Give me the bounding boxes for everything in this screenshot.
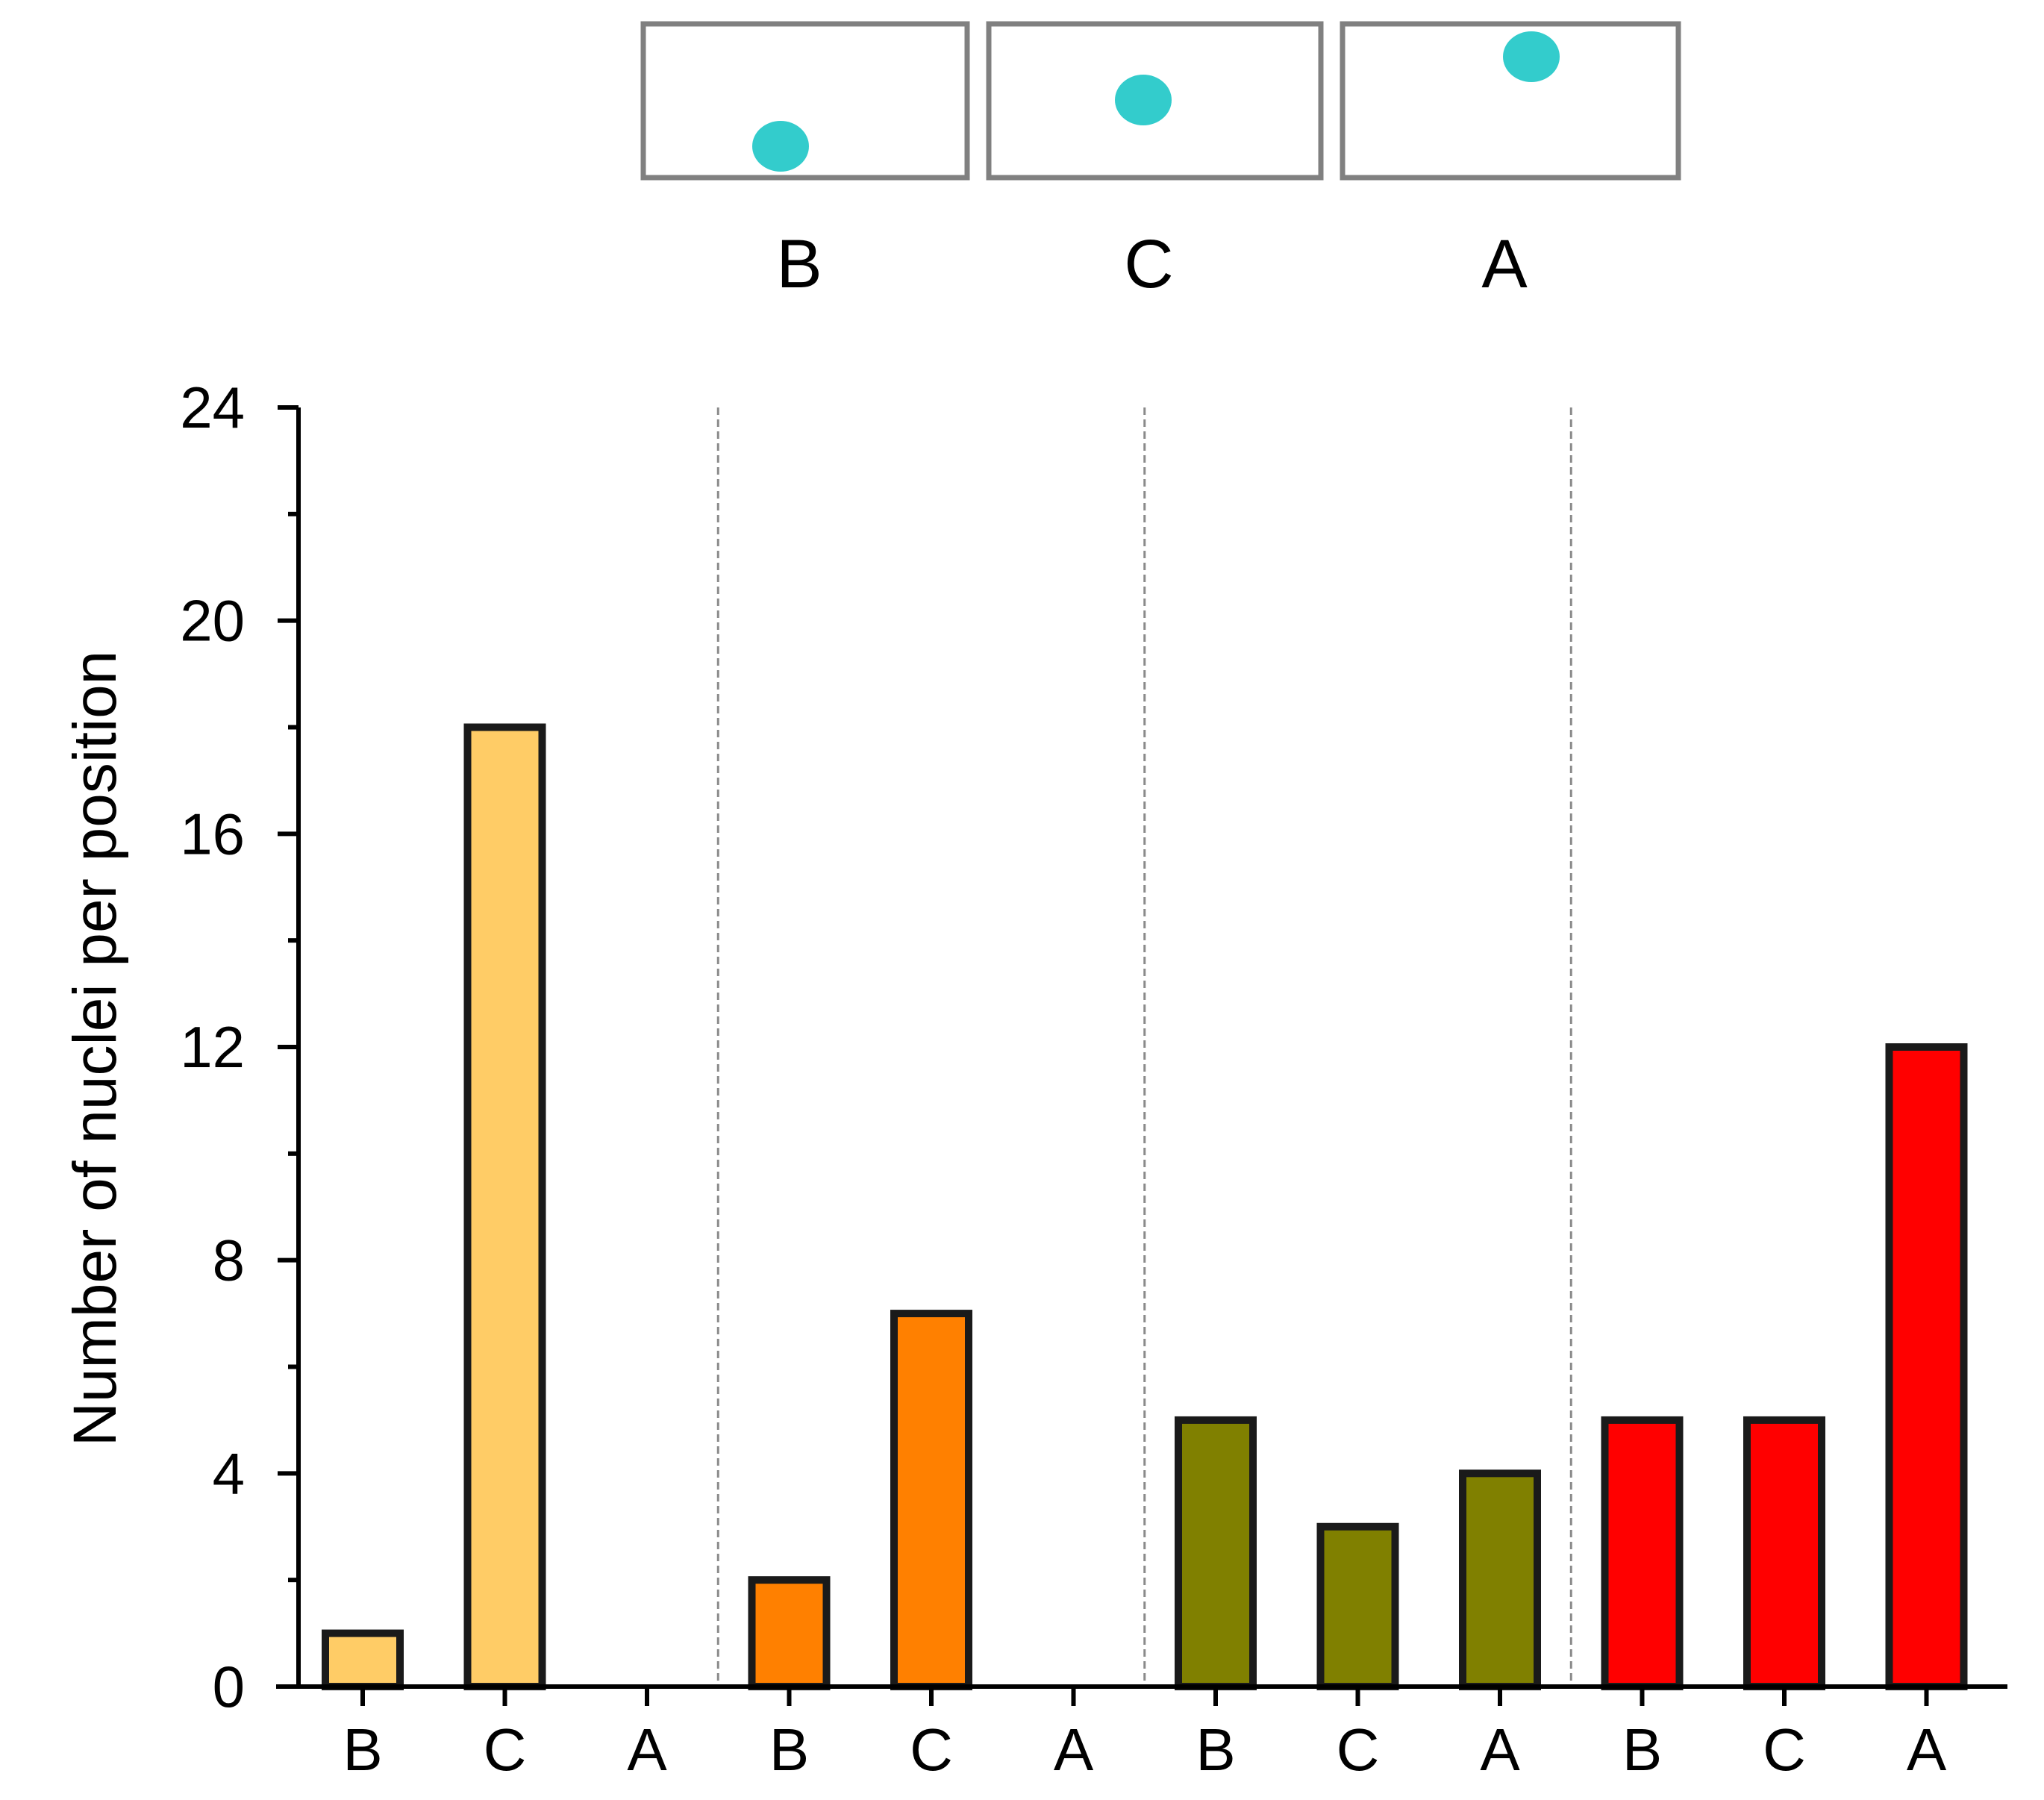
x-tick-label: C [1337, 1716, 1380, 1783]
cell-label: C [1124, 226, 1173, 302]
bars [322, 723, 1968, 1691]
x-tick-label: A [1054, 1716, 1094, 1783]
x-tick-label: B [1196, 1716, 1235, 1783]
y-ticks: 0 4 8 12 16 20 24 [180, 375, 299, 1719]
y-tick-label: 20 [180, 588, 245, 654]
bar-c [1316, 1522, 1399, 1690]
bar-c [890, 1310, 972, 1691]
x-tick-label: A [1480, 1716, 1520, 1783]
bar-c [1743, 1416, 1825, 1690]
x-tick-label: C [1763, 1716, 1806, 1783]
x-tick-label: B [1622, 1716, 1662, 1783]
bar-b [1601, 1416, 1684, 1690]
y-tick-label: 4 [213, 1440, 245, 1506]
bar-c [463, 723, 546, 1690]
x-tick-label: A [627, 1716, 667, 1783]
x-tick-label: B [343, 1716, 382, 1783]
cell-outline [1340, 21, 1681, 181]
cell-outline [986, 21, 1324, 181]
group-separators [716, 407, 1572, 1682]
y-tick-label: 0 [213, 1654, 245, 1719]
y-tick-label: 12 [180, 1014, 245, 1080]
bar-b [1175, 1416, 1257, 1690]
nucleus [1503, 31, 1560, 82]
y-tick-label: 8 [213, 1228, 245, 1293]
cell-label: A [1481, 226, 1528, 302]
cell-label: B [776, 226, 822, 302]
x-tick-label: C [484, 1716, 527, 1783]
x-tick-label: A [1907, 1716, 1947, 1783]
nucleus [1115, 75, 1172, 125]
y-axis-label: Number of nuclei per position [61, 651, 129, 1447]
bar-a [1885, 1043, 1968, 1690]
y-tick-label: 16 [180, 801, 245, 866]
x-tick-label: B [769, 1716, 809, 1783]
bar-b [748, 1576, 831, 1691]
cell-outline [640, 21, 970, 181]
nucleus [752, 121, 809, 172]
x-tick-label: C [910, 1716, 953, 1783]
bar-a [1459, 1469, 1541, 1691]
bar-b [322, 1629, 404, 1690]
y-tick-label: 24 [180, 375, 245, 440]
